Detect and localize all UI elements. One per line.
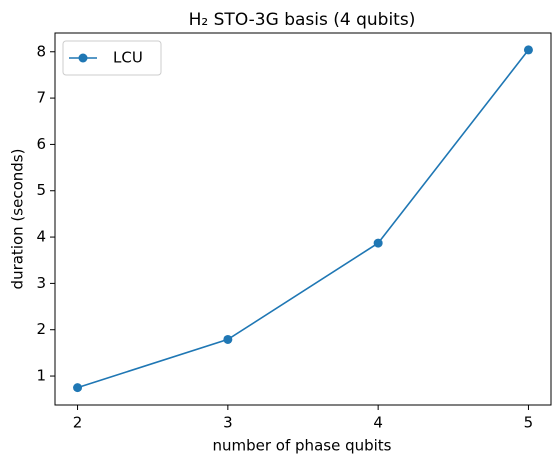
y-tick-label: 7 [36, 89, 46, 107]
y-tick-label: 5 [36, 181, 46, 199]
y-tick-label: 6 [36, 135, 46, 153]
y-axis-label: duration (seconds) [9, 149, 27, 290]
y-tick-label: 4 [36, 228, 46, 246]
chart-title: H₂ STO-3G basis (4 qubits) [189, 10, 416, 30]
legend-marker [78, 53, 88, 63]
x-tick-label: 2 [73, 414, 83, 432]
y-tick-label: 2 [36, 320, 46, 338]
legend-box [62, 40, 162, 76]
x-tick-label: 3 [223, 414, 233, 432]
marker [223, 334, 233, 344]
x-axis-label: number of phase qubits [213, 437, 392, 455]
y-tick-label: 3 [36, 274, 46, 292]
y-tick-label: 8 [36, 42, 46, 60]
marker [73, 383, 83, 393]
line [77, 49, 530, 389]
x-tick-label: 4 [373, 414, 383, 432]
plot-frame [54, 32, 552, 406]
y-tick-label: 1 [36, 367, 46, 385]
marker [373, 238, 383, 248]
x-tick-label: 5 [524, 414, 534, 432]
legend-label: LCU [113, 49, 143, 67]
marker [523, 45, 533, 55]
